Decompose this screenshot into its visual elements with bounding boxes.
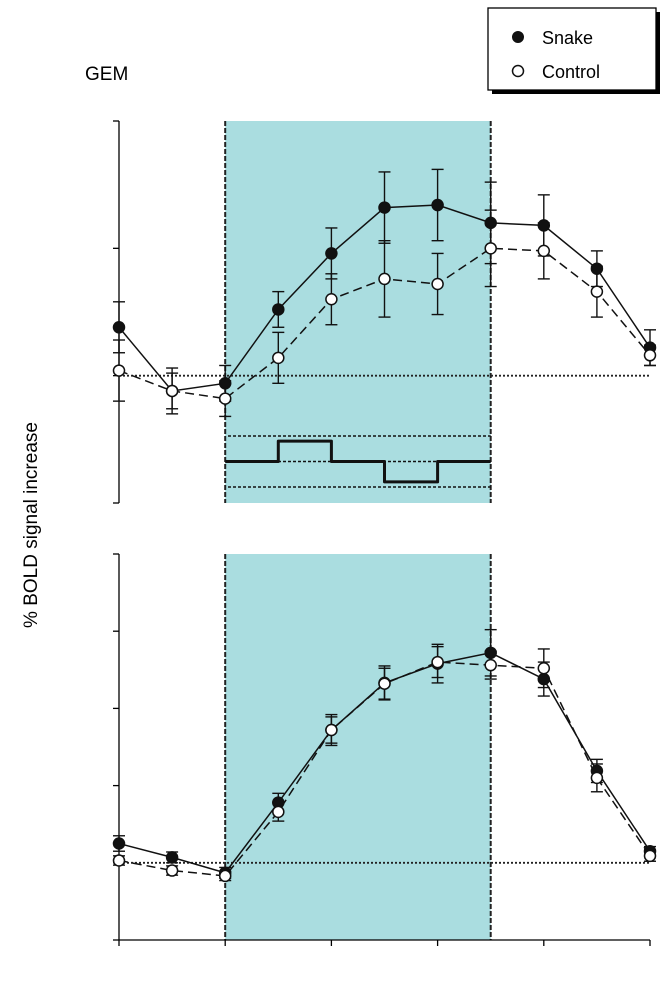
data-point-control xyxy=(590,771,604,785)
y-axis-label: % BOLD signal increase xyxy=(21,422,42,628)
figure-label: GEM xyxy=(85,64,128,85)
data-point-control xyxy=(272,351,285,365)
data-point-control xyxy=(218,392,232,405)
chart-panel-hmt xyxy=(112,120,657,504)
data-point-snake xyxy=(112,837,126,850)
data-point-control xyxy=(378,677,391,690)
legend-control-label: Control xyxy=(542,62,600,82)
data-point-control xyxy=(643,849,657,863)
data-point-snake xyxy=(431,198,444,212)
data-point-control xyxy=(325,723,338,737)
legend: Snake Control xyxy=(487,7,660,94)
inset-eye-trace xyxy=(225,439,491,484)
chart-panel-v1 xyxy=(112,553,657,946)
data-point-snake xyxy=(537,672,551,686)
data-point-snake xyxy=(590,262,604,275)
data-point-control xyxy=(165,864,179,877)
data-point-snake xyxy=(165,851,179,864)
data-point-snake xyxy=(112,321,126,334)
data-point-control xyxy=(590,285,604,298)
data-point-snake xyxy=(537,219,551,232)
legend-control-marker xyxy=(511,64,525,78)
data-point-snake xyxy=(325,247,338,260)
data-point-snake xyxy=(378,201,391,214)
data-point-control xyxy=(484,658,497,672)
data-point-snake xyxy=(218,377,232,390)
legend-snake-label: Snake xyxy=(542,28,593,48)
data-point-control xyxy=(378,272,391,286)
data-point-snake xyxy=(272,303,285,316)
data-point-control xyxy=(537,662,551,675)
data-point-control xyxy=(112,364,126,377)
data-point-control xyxy=(218,869,232,883)
data-point-control xyxy=(272,805,285,819)
data-point-snake xyxy=(484,646,497,660)
data-point-control xyxy=(165,384,179,398)
data-point-control xyxy=(325,293,338,306)
stimulus-period-shade xyxy=(225,121,491,503)
data-point-control xyxy=(431,655,444,669)
data-point-control xyxy=(431,277,444,291)
data-point-control xyxy=(484,242,497,255)
data-point-control xyxy=(537,244,551,258)
data-point-snake xyxy=(484,216,497,230)
data-point-control xyxy=(112,854,126,867)
data-point-control xyxy=(643,349,657,362)
stimulus-period-shade xyxy=(225,554,491,940)
legend-snake-marker xyxy=(512,31,524,43)
